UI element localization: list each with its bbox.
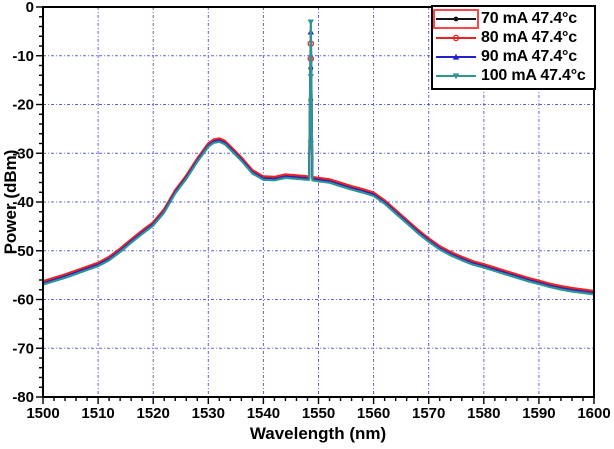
legend-entry-70ma[interactable]: 70 mA 47.4°c xyxy=(435,9,593,28)
svg-text:1550: 1550 xyxy=(302,405,335,422)
legend-entry-80ma[interactable]: 80 mA 47.4°c xyxy=(435,28,593,47)
svg-text:-20: -20 xyxy=(12,97,34,114)
svg-text:1540: 1540 xyxy=(247,405,280,422)
svg-text:1520: 1520 xyxy=(137,405,170,422)
svg-text:1590: 1590 xyxy=(522,405,555,422)
svg-text:-70: -70 xyxy=(12,340,34,357)
legend-label-90ma: 90 mA 47.4°c xyxy=(481,48,577,66)
svg-text:-80: -80 xyxy=(12,389,34,406)
svg-text:1600: 1600 xyxy=(577,405,610,422)
tick-labels: 1500 1510 1520 1530 1540 1550 1560 1570 1580 1590… xyxy=(12,0,610,422)
legend-line-sample-90ma xyxy=(435,49,477,65)
x-axis-title: Wavelength (nm) xyxy=(249,424,387,443)
legend-label-70ma: 70 mA 47.4°c xyxy=(481,9,577,27)
legend-label-100ma: 100 mA 47.4°c xyxy=(481,67,586,85)
svg-text:1580: 1580 xyxy=(467,405,500,422)
svg-text:0: 0 xyxy=(26,0,34,16)
svg-text:-50: -50 xyxy=(12,243,34,260)
plot-frame xyxy=(42,6,595,398)
svg-text:1510: 1510 xyxy=(81,405,114,422)
legend-line-sample-80ma xyxy=(435,30,477,46)
svg-text:-40: -40 xyxy=(12,194,34,211)
svg-text:-60: -60 xyxy=(12,292,34,309)
gridlines xyxy=(43,7,594,397)
legend-line-sample-100ma xyxy=(435,68,477,84)
svg-text:1570: 1570 xyxy=(412,405,445,422)
legend-label-80ma: 80 mA 47.4°c xyxy=(481,28,577,46)
series-100-ma-47.4°c xyxy=(41,19,596,296)
svg-text:-10: -10 xyxy=(12,48,34,65)
svg-text:1500: 1500 xyxy=(26,405,59,422)
svg-text:1560: 1560 xyxy=(357,405,390,422)
legend-line-sample-70ma xyxy=(435,11,477,27)
svg-text:1530: 1530 xyxy=(192,405,225,422)
legend-box[interactable]: 70 mA 47.4°c 80 mA 47.4°c 90 mA 47.4°c 1… xyxy=(431,5,596,90)
y-axis-title: Power (dBm) xyxy=(1,149,20,255)
legend-entry-90ma[interactable]: 90 mA 47.4°c xyxy=(435,48,593,67)
legend-entry-100ma[interactable]: 100 mA 47.4°c xyxy=(435,67,593,86)
svg-text:-30: -30 xyxy=(12,145,34,162)
